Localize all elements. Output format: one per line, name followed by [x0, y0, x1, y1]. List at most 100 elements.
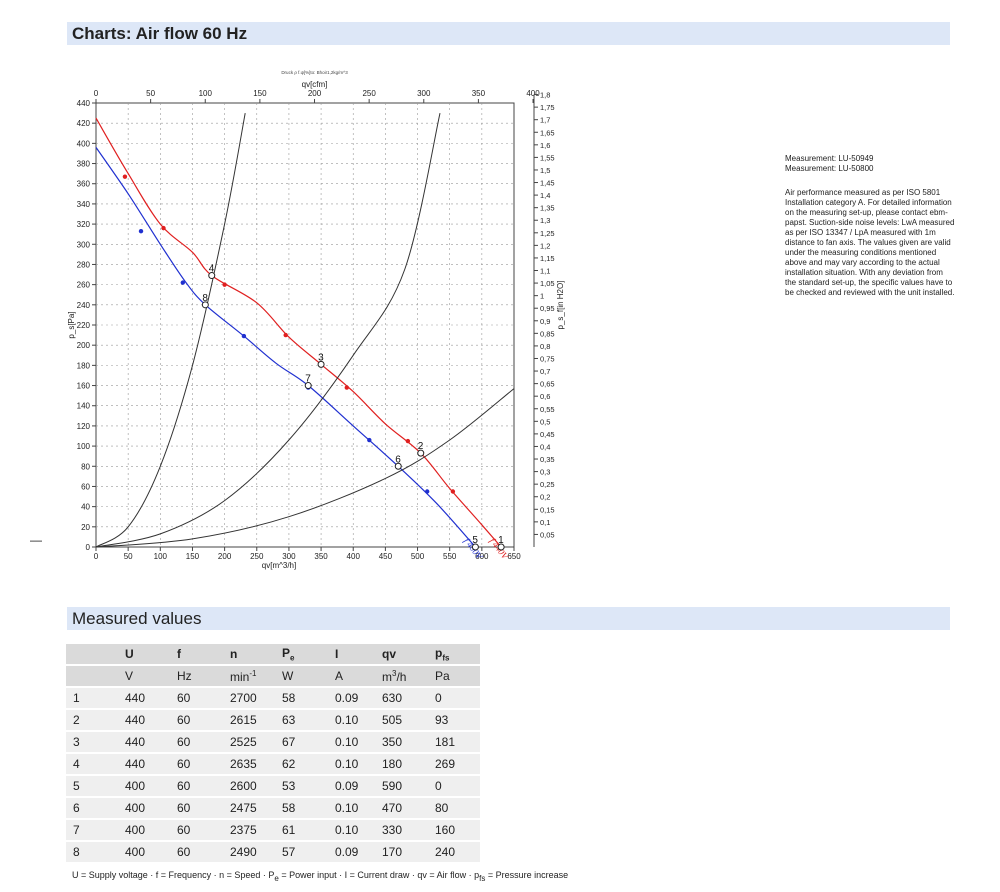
y2-tick-label: 1,55: [540, 153, 555, 162]
measurement-note-2: Measurement: LU-50800: [785, 164, 874, 173]
operating-point: [208, 272, 216, 280]
y-tick-label: 240: [77, 301, 91, 310]
table-cell: 7: [66, 820, 118, 840]
table-cell: 181: [428, 732, 480, 752]
table-cell: 590: [375, 776, 428, 796]
table-cell: 60: [170, 710, 223, 730]
table-footnote: U = Supply voltage · f = Frequency · n =…: [72, 870, 568, 883]
table-cell: 505: [375, 710, 428, 730]
x-tick-label: 350: [314, 552, 328, 561]
table-corner-cell: [66, 644, 118, 664]
table-row: 7 400 60 2375 61 0.10 330 160: [66, 820, 480, 840]
operating-point-label: 6: [395, 454, 401, 465]
marker-f_440V: [344, 385, 349, 390]
table-cell: 2525: [223, 732, 275, 752]
plot-frame: [95, 102, 515, 548]
y2-tick-label: 0,55: [540, 405, 555, 414]
y-tick-label: 320: [77, 220, 91, 229]
table-cell: 60: [170, 732, 223, 752]
y2-tick-label: 0,95: [540, 304, 555, 313]
x2-tick-label: 50: [146, 89, 155, 98]
table-cell: 0.09: [328, 842, 375, 862]
table-cell: 2700: [223, 688, 275, 708]
table-cell: 0: [428, 688, 480, 708]
table-cell: 2: [66, 710, 118, 730]
x2-tick-label: 200: [308, 89, 322, 98]
table-cell: 53: [275, 776, 328, 796]
air-flow-chart: 0 50 100 150 200 250 300 350 400 450 500 550 600 6500…: [67, 70, 565, 570]
table-cell: 80: [428, 798, 480, 818]
table-row: 5 400 60 2600 53 0.09 590 0: [66, 776, 480, 796]
table-cell: 180: [375, 754, 428, 774]
marker-f_440V: [222, 282, 227, 287]
marker-f_440V: [283, 332, 288, 338]
table-cell: 160: [428, 820, 480, 840]
table-cell: 63: [275, 710, 328, 730]
table-cell: 470: [375, 798, 428, 818]
table-cell: 2600: [223, 776, 275, 796]
table-cell: 62: [275, 754, 328, 774]
measured-values-title: Measured values: [72, 609, 202, 628]
curve-f_440V: [95, 117, 502, 548]
measurement-info-text: Air performance measured as per ISO 5801…: [785, 188, 955, 297]
table-cell: 3: [66, 732, 118, 752]
y-tick-label: 300: [77, 240, 91, 249]
table-cell: 400: [118, 798, 170, 818]
table-cell: 0.10: [328, 820, 375, 840]
marker-f_440V: [161, 225, 166, 231]
operating-point: [471, 543, 479, 551]
marker-f_400V: [424, 489, 430, 494]
table-cell: 0.10: [328, 710, 375, 730]
dash-mark: —: [30, 533, 42, 547]
table-cell: 2615: [223, 710, 275, 730]
table-cell: 1: [66, 688, 118, 708]
table-cell: 58: [275, 798, 328, 818]
marker-f_400V: [180, 280, 186, 285]
marker-f_400V: [241, 333, 247, 339]
marker-f_440V: [122, 174, 128, 179]
x2-axis-label: qv[cfm]: [302, 80, 328, 89]
operating-point: [394, 462, 402, 470]
y2-tick-label: 0,65: [540, 380, 555, 389]
chart-top-caption: Druck ρ f.ψ[%]to: Bhoir1,2kg/m^3: [281, 70, 348, 75]
table-cell: 58: [275, 688, 328, 708]
table-cell: 330: [375, 820, 428, 840]
x-tick-label: 0: [94, 552, 99, 561]
table-symbol-cell: f: [170, 644, 223, 664]
y-tick-label: 60: [81, 482, 90, 491]
y2-tick-label: 0,85: [540, 329, 555, 338]
curve-f_400V: [95, 147, 476, 548]
y2-tick-label: 1,45: [540, 179, 555, 188]
y2-tick-label: 1,4: [540, 191, 550, 200]
table-cell: 0: [428, 776, 480, 796]
marker-f_440V: [450, 489, 456, 494]
y-tick-label: 420: [77, 119, 91, 128]
table-row: 6 400 60 2475 58 0.10 470 80: [66, 798, 480, 818]
table-cell: 93: [428, 710, 480, 730]
table-cell: 0.10: [328, 798, 375, 818]
operating-point-label: 4: [209, 264, 215, 275]
x-tick-label: 600: [475, 552, 489, 561]
x-tick-label: 400: [347, 552, 361, 561]
y-tick-label: 0: [86, 543, 91, 552]
y-tick-label: 260: [77, 281, 91, 290]
y2-tick-label: 0,7: [540, 367, 550, 376]
y2-tick-label: 0,9: [540, 317, 550, 326]
table-cell: 350: [375, 732, 428, 752]
y2-tick-label: 1,65: [540, 128, 555, 137]
y-tick-label: 340: [77, 200, 91, 209]
footnote-sub2: fs: [479, 873, 486, 883]
table-row: 4 440 60 2635 62 0.10 180 269: [66, 754, 480, 774]
y2-tick-label: 1,25: [540, 229, 555, 238]
table-cell: 0.09: [328, 688, 375, 708]
table-cell: 0.10: [328, 732, 375, 752]
measurement-note-1: Measurement: LU-50949: [785, 154, 874, 163]
x-tick-label: 500: [411, 552, 425, 561]
table-cell: 440: [118, 732, 170, 752]
y2-tick-label: 1,1: [540, 267, 550, 276]
y2-tick-label: 1,8: [540, 91, 550, 100]
operating-point: [417, 449, 425, 457]
x2-tick-label: 150: [253, 89, 267, 98]
operating-point-label: 1: [498, 535, 504, 546]
